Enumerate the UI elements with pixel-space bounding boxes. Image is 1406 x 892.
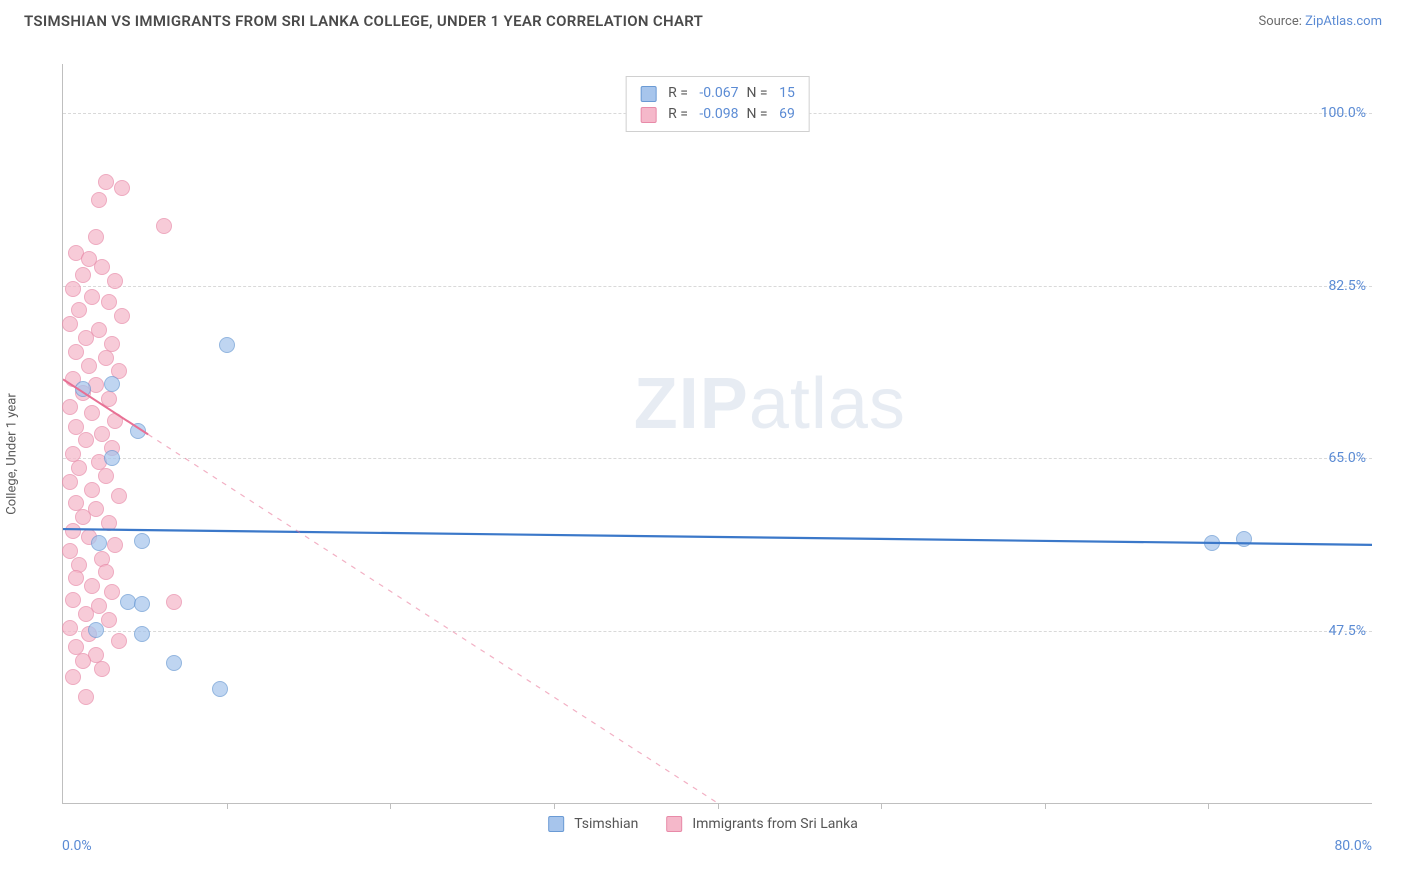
x-tick <box>881 803 882 809</box>
legend-label: Tsimshian <box>574 816 638 832</box>
x-axis-min-label: 0.0% <box>62 838 92 854</box>
scatter-point <box>166 655 182 671</box>
x-tick <box>390 803 391 809</box>
scatter-point <box>130 423 146 439</box>
scatter-point <box>62 620 78 636</box>
scatter-point <box>98 564 114 580</box>
scatter-point <box>134 626 150 642</box>
gridline <box>63 458 1372 459</box>
watermark: ZIPatlas <box>634 363 906 445</box>
scatter-point <box>1204 535 1220 551</box>
x-tick <box>227 803 228 809</box>
scatter-point <box>81 358 97 374</box>
gridline <box>63 286 1372 287</box>
x-tick <box>1208 803 1209 809</box>
scatter-point <box>75 267 91 283</box>
y-tick-label: 47.5% <box>1328 623 1366 639</box>
scatter-point <box>101 515 117 531</box>
scatter-point <box>166 594 182 610</box>
chart-header: TSIMSHIAN VS IMMIGRANTS FROM SRI LANKA C… <box>0 0 1406 34</box>
scatter-point <box>111 633 127 649</box>
scatter-point <box>65 592 81 608</box>
swatch-blue-icon <box>548 816 564 832</box>
scatter-point <box>84 578 100 594</box>
scatter-point <box>75 509 91 525</box>
swatch-pink-icon <box>666 816 682 832</box>
legend-item-2: Immigrants from Sri Lanka <box>666 816 857 832</box>
scatter-point <box>111 488 127 504</box>
scatter-point <box>114 180 130 196</box>
scatter-point <box>71 460 87 476</box>
x-tick <box>1045 803 1046 809</box>
plot-area: ZIPatlas R = -0.067 N = 15 R = -0.098 N … <box>62 64 1372 804</box>
scatter-point <box>78 689 94 705</box>
scatter-point <box>212 681 228 697</box>
stat-row-series-1: R = -0.067 N = 15 <box>640 83 795 104</box>
scatter-point <box>107 537 123 553</box>
scatter-point <box>62 399 78 415</box>
scatter-point <box>71 302 87 318</box>
scatter-point <box>88 622 104 638</box>
scatter-point <box>84 289 100 305</box>
chart-title: TSIMSHIAN VS IMMIGRANTS FROM SRI LANKA C… <box>24 12 703 30</box>
scatter-point <box>91 535 107 551</box>
y-axis-label: College, Under 1 year <box>5 393 20 515</box>
scatter-point <box>98 350 114 366</box>
scatter-point <box>1236 531 1252 547</box>
scatter-point <box>94 661 110 677</box>
scatter-point <box>134 596 150 612</box>
scatter-point <box>84 405 100 421</box>
scatter-point <box>75 381 91 397</box>
scatter-point <box>65 281 81 297</box>
swatch-blue-icon <box>640 86 656 102</box>
scatter-point <box>114 308 130 324</box>
source-link[interactable]: ZipAtlas.com <box>1305 14 1382 29</box>
regression-lines <box>63 64 1372 803</box>
scatter-point <box>94 259 110 275</box>
y-tick-label: 100.0% <box>1321 105 1366 121</box>
stat-row-series-2: R = -0.098 N = 69 <box>640 104 795 125</box>
y-tick-label: 82.5% <box>1328 278 1366 294</box>
scatter-point <box>219 337 235 353</box>
x-tick <box>554 803 555 809</box>
scatter-point <box>68 570 84 586</box>
scatter-point <box>78 330 94 346</box>
gridline <box>63 631 1372 632</box>
x-axis-max-label: 80.0% <box>1334 838 1372 854</box>
scatter-point <box>107 413 123 429</box>
series-legend: Tsimshian Immigrants from Sri Lanka <box>548 816 858 832</box>
scatter-point <box>68 344 84 360</box>
scatter-point <box>78 606 94 622</box>
scatter-point <box>104 376 120 392</box>
scatter-point <box>98 468 114 484</box>
legend-item-1: Tsimshian <box>548 816 638 832</box>
scatter-point <box>101 294 117 310</box>
scatter-point <box>65 523 81 539</box>
y-tick-label: 65.0% <box>1328 450 1366 466</box>
scatter-point <box>134 533 150 549</box>
scatter-point <box>91 192 107 208</box>
swatch-pink-icon <box>640 107 656 123</box>
scatter-point <box>101 391 117 407</box>
scatter-point <box>156 218 172 234</box>
scatter-point <box>62 474 78 490</box>
scatter-point <box>75 653 91 669</box>
scatter-point <box>104 450 120 466</box>
scatter-point <box>65 669 81 685</box>
scatter-point <box>98 174 114 190</box>
scatter-point <box>84 482 100 498</box>
source-attribution: Source: ZipAtlas.com <box>1258 14 1382 29</box>
x-tick <box>718 803 719 809</box>
scatter-point <box>88 229 104 245</box>
scatter-point <box>101 612 117 628</box>
scatter-point <box>107 273 123 289</box>
scatter-point <box>62 316 78 332</box>
chart-container: College, Under 1 year ZIPatlas R = -0.06… <box>24 50 1382 858</box>
scatter-point <box>104 584 120 600</box>
correlation-stats-box: R = -0.067 N = 15 R = -0.098 N = 69 <box>625 76 810 132</box>
legend-label: Immigrants from Sri Lanka <box>692 816 857 832</box>
scatter-point <box>78 432 94 448</box>
